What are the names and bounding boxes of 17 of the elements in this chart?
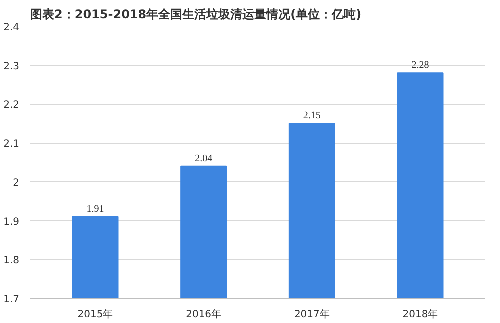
y-tick-label: 2.2 bbox=[4, 100, 20, 112]
y-tick-label: 2.4 bbox=[4, 22, 20, 34]
y-tick-label: 2 bbox=[13, 178, 20, 189]
x-tick-label: 2015年 bbox=[78, 308, 114, 320]
chart-title: 图表2：2015-2018年全国生活垃圾清运量情况(单位：亿吨) bbox=[30, 8, 362, 22]
y-tick-label: 1.7 bbox=[4, 294, 20, 306]
x-tick-label: 2017年 bbox=[294, 308, 330, 320]
data-label: 2.28 bbox=[412, 60, 430, 72]
y-tick-label: 1.9 bbox=[4, 216, 20, 228]
x-tick-label: 2016年 bbox=[186, 308, 222, 320]
data-label: 2.04 bbox=[195, 153, 213, 164]
y-tick-label: 1.8 bbox=[4, 256, 20, 267]
data-label: 2.15 bbox=[303, 110, 321, 122]
y-tick-label: 2.1 bbox=[4, 139, 20, 150]
x-tick-label: 2018年 bbox=[402, 308, 438, 320]
y-tick-label: 2.3 bbox=[4, 61, 20, 72]
data-label: 1.91 bbox=[86, 204, 104, 215]
